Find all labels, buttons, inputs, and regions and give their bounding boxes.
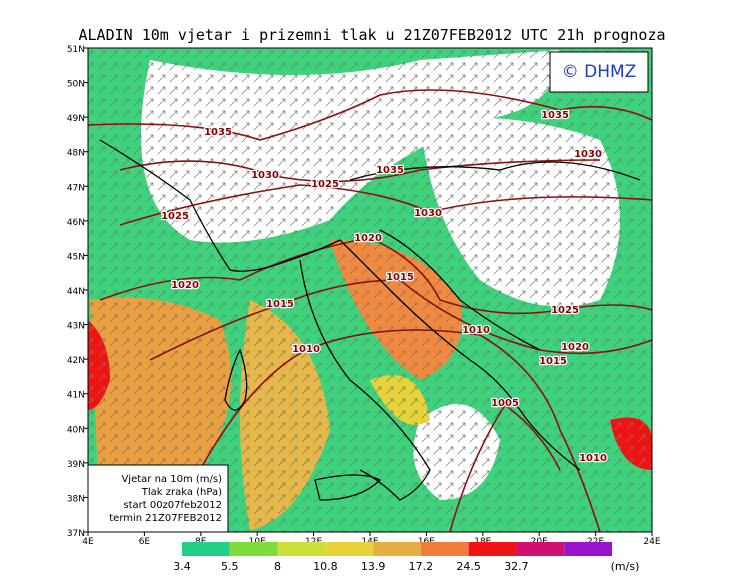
colorbar-label: 5.5 — [221, 560, 239, 573]
legend-line: start 00z07feb2012 — [123, 500, 222, 511]
lat-label: 46N — [67, 218, 85, 228]
lat-label: 37N — [67, 529, 85, 539]
isobar-label: 1015 — [386, 272, 414, 283]
isobar-labels: 1035 1035 1030 1025 1035 1030 1025 1030 … — [160, 109, 608, 466]
isobar-label: 1025 — [551, 305, 579, 316]
colorbar-label: 8 — [274, 560, 281, 573]
lat-label: 49N — [67, 114, 85, 124]
title: ALADIN 10m vjetar i prizemni tlak u 21Z0… — [79, 26, 666, 44]
lat-label: 38N — [67, 494, 85, 504]
isobar-label: 1035 — [541, 110, 569, 121]
isobar-label: 1005 — [491, 398, 519, 409]
lat-label: 47N — [67, 183, 85, 193]
colorbar-label: 3.4 — [173, 560, 191, 573]
lon-label: 4E — [82, 537, 94, 547]
lat-label: 43N — [67, 322, 85, 332]
isobar-label: 1030 — [574, 149, 602, 160]
isobar-label: 1035 — [376, 165, 404, 176]
legend-text: Vjetar na 10m (m/s) Tlak zraka (hPa) start… — [109, 474, 222, 524]
lat-label: 51N — [67, 45, 85, 55]
lat-label: 44N — [67, 287, 85, 297]
lon-label: 6E — [139, 537, 151, 547]
legend-line: Vjetar na 10m (m/s) — [121, 474, 222, 485]
isobar-label: 1030 — [414, 208, 442, 219]
lat-label: 48N — [67, 149, 85, 159]
logo: © DHMZ — [562, 62, 637, 82]
isobar-label: 1020 — [354, 233, 382, 244]
isobar-label: 1025 — [161, 211, 189, 222]
colorbar-segment — [420, 542, 469, 556]
lat-label: 41N — [67, 391, 85, 401]
legend-box — [87, 464, 229, 533]
isobar-label: 1010 — [292, 344, 320, 355]
isobar-label: 1015 — [266, 299, 294, 310]
colorbar-unit: (m/s) — [611, 560, 640, 573]
colorbar-label: 17.2 — [409, 560, 434, 573]
colorbar-label: 24.5 — [456, 560, 481, 573]
lat-label: 42N — [67, 356, 85, 366]
colorbar-segment — [229, 542, 278, 556]
colorbar-segment — [325, 542, 374, 556]
lat-label: 39N — [67, 460, 85, 470]
isobar-label: 1010 — [462, 325, 490, 336]
colorbar-segment — [373, 542, 421, 556]
lat-label: 50N — [67, 80, 85, 90]
colorbar-label: 32.7 — [504, 560, 529, 573]
colorbar: 3.4 5.5 8 10.8 13.9 17.2 24.5 32.7 (m/s) — [173, 542, 639, 573]
legend-line: Tlak zraka (hPa) — [141, 487, 222, 498]
colorbar-segment — [182, 542, 230, 556]
colorbar-label: 13.9 — [361, 560, 386, 573]
colorbar-label: 10.8 — [313, 560, 338, 573]
colorbar-segment — [516, 542, 565, 556]
lat-label: 45N — [67, 252, 85, 262]
map-area — [88, 48, 652, 532]
lat-label: 40N — [67, 425, 85, 435]
legend-line: termin 21Z07FEB2012 — [109, 513, 222, 524]
colorbar-segment — [564, 542, 612, 556]
isobar-label: 1010 — [579, 453, 607, 464]
isobar-label: 1015 — [539, 356, 567, 367]
lon-label: 24E — [643, 537, 660, 547]
isobar-label: 1020 — [561, 342, 589, 353]
isobar-label: 1025 — [311, 179, 339, 190]
isobar-label: 1020 — [171, 280, 199, 291]
colorbar-segment — [468, 542, 517, 556]
isobar-label: 1030 — [251, 170, 279, 181]
colorbar-segment — [277, 542, 326, 556]
isobar-label: 1035 — [204, 127, 232, 138]
logo-box — [549, 51, 649, 93]
